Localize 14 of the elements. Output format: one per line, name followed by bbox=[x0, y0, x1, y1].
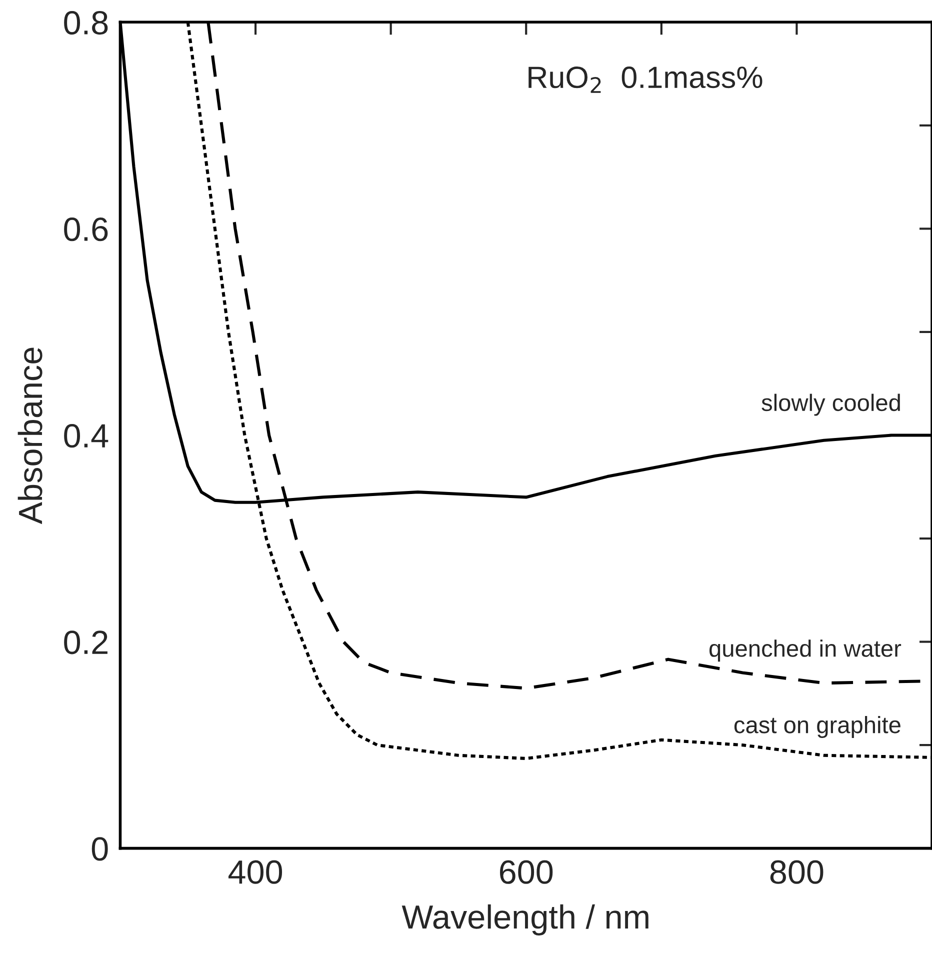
y-tick-label: 0.4 bbox=[64, 424, 108, 448]
x-tick-label: 800 bbox=[770, 860, 824, 884]
y-tick-label: 0.8 bbox=[64, 10, 108, 35]
x-tick-label: 600 bbox=[500, 860, 553, 884]
x-axis-title: Wavelength / nm bbox=[402, 904, 648, 936]
series-label: cast on graphite bbox=[734, 716, 900, 738]
x-tick-label: 400 bbox=[228, 860, 282, 884]
annotation: RuO$_{2}$ 0.1mass% bbox=[528, 66, 762, 93]
y-axis-title: Absorbance bbox=[18, 348, 42, 524]
y-tick-label: 0 bbox=[92, 837, 108, 861]
y-tick-label: 0.2 bbox=[64, 630, 108, 654]
y-tick-label: 0.6 bbox=[64, 218, 108, 242]
series-label: slowly cooled bbox=[762, 394, 900, 416]
series-label: quenched in water bbox=[709, 640, 902, 662]
